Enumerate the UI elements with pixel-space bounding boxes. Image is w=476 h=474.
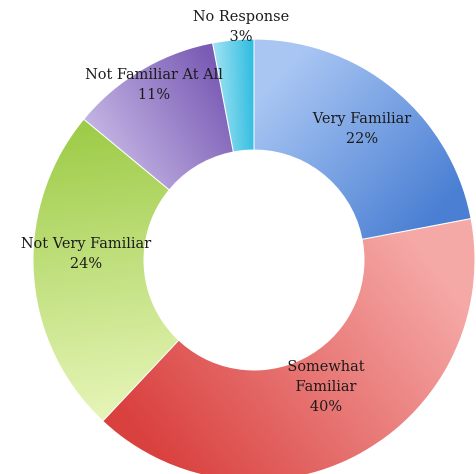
slice-percent: 22% <box>346 131 378 147</box>
slice-very-familiar <box>253 38 472 240</box>
slices-group <box>32 38 476 474</box>
slice-name: Familiar <box>296 379 357 395</box>
slice-somewhat-familiar <box>102 218 476 474</box>
slice-label-not-familiar-at-all: Not Familiar At All 11% <box>85 67 223 103</box>
slice-percent: 40% <box>310 399 342 415</box>
slice-name: Not Familiar At All <box>85 67 223 83</box>
slice-label-very-familiar: Very Familiar 22% <box>312 111 411 147</box>
slice-name: No Response <box>193 9 289 25</box>
slice-percent: 11% <box>138 87 170 103</box>
slice-percent: 3% <box>229 29 252 45</box>
labels-group: Very Familiar 22% Somewhat Familiar 40% Not V… <box>21 9 411 415</box>
slice-label-not-very-familiar: Not Very Familiar 24% <box>21 236 151 272</box>
slice-not-very-familiar <box>32 118 180 422</box>
slice-no-response <box>212 38 255 153</box>
slice-name: Not Very Familiar <box>21 236 151 252</box>
slice-percent: 24% <box>70 256 102 272</box>
slice-name: Very Familiar <box>312 111 411 127</box>
slice-name: Somewhat <box>287 359 364 375</box>
slice-label-no-response: No Response 3% <box>193 9 289 45</box>
slice-label-somewhat-familiar: Somewhat Familiar 40% <box>287 359 364 415</box>
